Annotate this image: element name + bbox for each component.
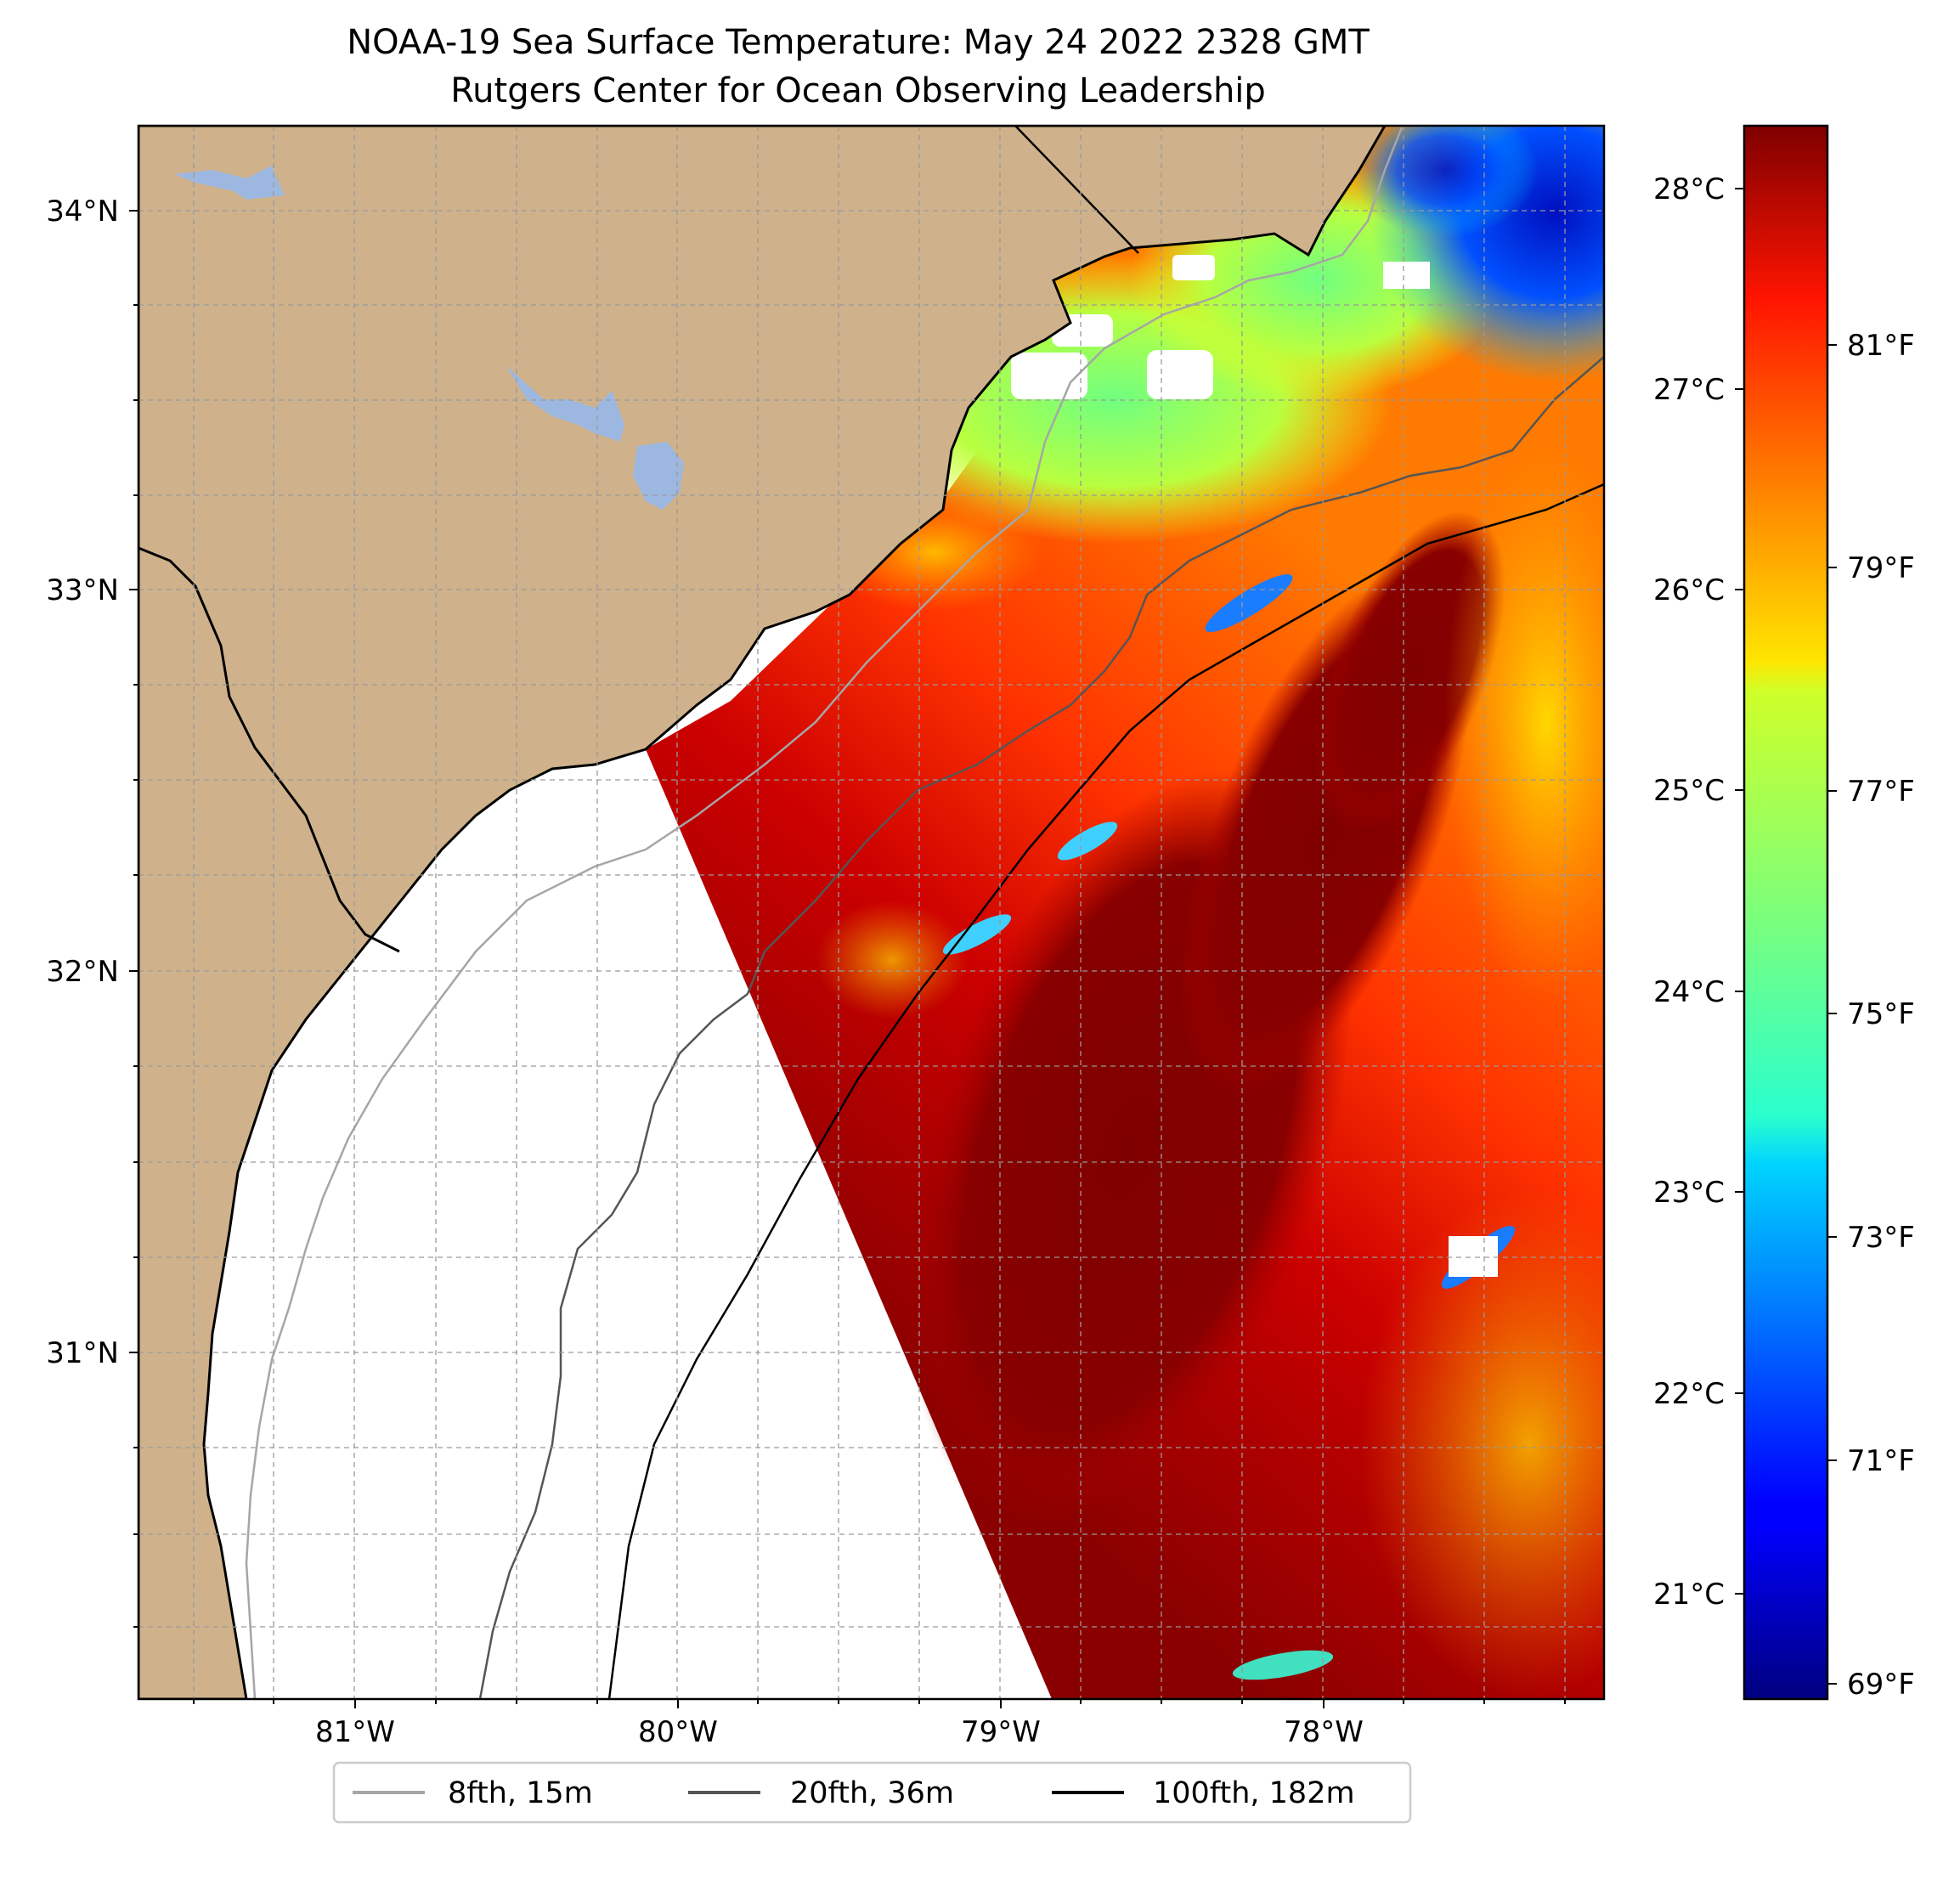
cbar-f-69: 69°F [1847,1668,1915,1702]
cbar-c-24: 24°C [1653,975,1725,1009]
contour-8fth [245,127,1404,1699]
cbar-f-75: 75°F [1847,997,1915,1031]
cbar-c-22: 22°C [1653,1377,1725,1411]
cbar-c-21: 21°C [1653,1578,1725,1612]
gridlines [138,126,1604,1699]
lon-axis [193,1699,1566,1708]
lat-label-31: 31°N [46,1336,119,1370]
colorbar: 28°C 27°C 26°C 25°C 24°C 23°C 22°C 21°C … [1653,124,1915,1702]
legend-label-8fth: 8fth, 15m [448,1776,593,1810]
cbar-f-79: 79°F [1847,551,1915,585]
title-line-2: Rutgers Center for Ocean Observing Leade… [450,71,1266,110]
cbar-c-28: 28°C [1653,172,1725,206]
lon-label-79: 79°W [961,1715,1041,1749]
cbar-c-27: 27°C [1653,373,1725,407]
colorbar-gradient [1743,124,1829,1701]
lon-label-81: 81°W [315,1715,395,1749]
lat-label-33: 33°N [46,573,119,607]
map-frame [137,124,1606,1701]
cbar-f-81: 81°F [1847,329,1915,363]
cbar-c-26: 26°C [1653,573,1725,607]
contour-100fth [607,483,1604,1699]
cbar-f-73: 73°F [1847,1221,1915,1255]
lat-axis [129,210,138,1628]
lake-north [174,166,285,200]
title-line-1: NOAA-19 Sea Surface Temperature: May 24 … [347,23,1370,62]
lat-label-34: 34°N [46,195,119,229]
legend-label-20fth: 20fth, 36m [790,1776,954,1810]
lat-label-32: 32°N [46,955,119,989]
lon-label-80: 80°W [638,1715,718,1749]
lake-marion [506,365,624,442]
legend: 8fth, 15m 20fth, 36m 100fth, 182m [332,1761,1412,1824]
state-border [1014,126,1139,254]
lon-label-78: 78°W [1284,1715,1364,1749]
legend-box [332,1761,1412,1824]
cbar-f-77: 77°F [1847,775,1915,809]
cbar-c-25: 25°C [1653,774,1725,808]
map-panel [138,126,1604,1699]
state-border-ga [138,546,400,953]
legend-label-100fth: 100fth, 182m [1153,1776,1355,1810]
cbar-f-71: 71°F [1847,1444,1915,1478]
cbar-c-23: 23°C [1653,1176,1725,1210]
land [138,126,1387,1699]
contour-20fth [478,356,1604,1699]
lake-moultrie [633,442,684,510]
